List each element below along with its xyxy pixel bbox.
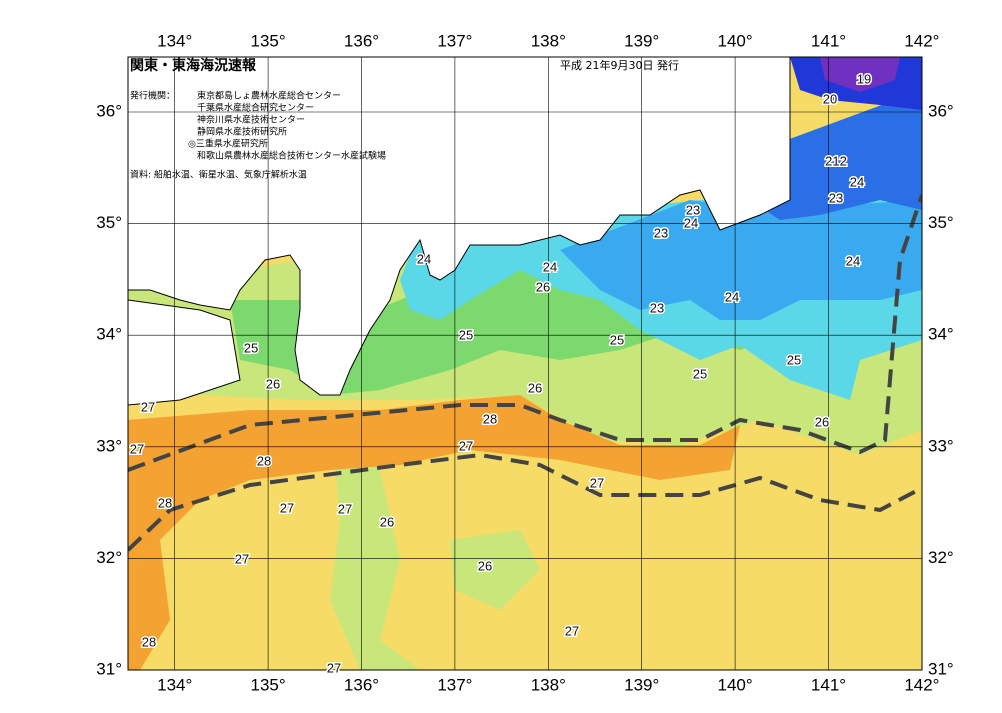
contour-label: 27 xyxy=(235,551,249,566)
lon-label-top: 137° xyxy=(437,31,472,50)
lat-label-left: 32° xyxy=(96,548,122,567)
contour-label: 27 xyxy=(141,399,155,414)
lon-label-top: 136° xyxy=(344,31,379,50)
contour-label: 27 xyxy=(459,438,473,453)
issuer-name: 神奈川県水産技術センター xyxy=(197,114,305,126)
contour-label: 27 xyxy=(338,501,352,516)
lat-label-right: 31° xyxy=(928,659,954,678)
issuers-label: 発行機関： xyxy=(130,90,175,102)
contour-label: 28 xyxy=(158,495,172,510)
contour-label: 19 xyxy=(857,71,871,86)
contour-label: 25 xyxy=(693,366,707,381)
contour-label: 27 xyxy=(280,500,294,515)
lat-label-right: 36° xyxy=(928,101,954,120)
lon-label-top: 140° xyxy=(718,31,753,50)
contour-label: 26 xyxy=(528,380,542,395)
lat-label-left: 31° xyxy=(96,659,122,678)
contour-label: 24 xyxy=(684,215,698,230)
contour-label: 24 xyxy=(850,174,864,189)
contour-label: 28 xyxy=(483,411,497,426)
contour-label: 26 xyxy=(380,514,394,529)
lon-label-top: 141° xyxy=(811,31,846,50)
lon-label-bottom: 138° xyxy=(531,675,566,694)
issuer-name: 東京都島しょ農林水産総合センター xyxy=(197,90,341,102)
lon-label-top: 134° xyxy=(157,31,192,50)
lon-label-top: 142° xyxy=(904,31,939,50)
map-frame xyxy=(127,56,923,671)
lon-label-top: 135° xyxy=(251,31,286,50)
lat-label-right: 35° xyxy=(928,213,954,232)
issuer-name: 和歌山県農林水産総合技術センター水産試験場 xyxy=(197,150,386,162)
contour-label: 25 xyxy=(459,327,473,342)
contour-label: 25 xyxy=(244,340,258,355)
contour-label: 23 xyxy=(686,202,700,217)
lon-label-top: 139° xyxy=(624,31,659,50)
lat-label-left: 36° xyxy=(96,101,122,120)
title: 関東・東海海況速報 xyxy=(130,57,257,74)
contour-label: 26 xyxy=(536,279,550,294)
lat-label-right: 33° xyxy=(928,436,954,455)
lon-label-bottom: 141° xyxy=(811,675,846,694)
contour-label: 25 xyxy=(610,332,624,347)
contour-label: 27 xyxy=(590,475,604,490)
contour-label: 212 xyxy=(825,153,847,168)
lat-label-right: 32° xyxy=(928,548,954,567)
contour-label: 23 xyxy=(654,225,668,240)
contour-label: 25 xyxy=(787,352,801,367)
issuer-list: 東京都島しょ農林水産総合センター千葉県水産総合研究センター神奈川県水産技術センタ… xyxy=(188,90,386,162)
issuer-name: ◎三重県水産研究所 xyxy=(188,138,268,150)
contour-label: 24 xyxy=(725,289,739,304)
contour-label: 27 xyxy=(130,441,144,456)
contour-label: 27 xyxy=(565,623,579,638)
contour-label: 28 xyxy=(142,634,156,649)
lon-label-bottom: 137° xyxy=(437,675,472,694)
contour-labels: 19 20 212 24 23 23 24 23 24 24 26 24 24 … xyxy=(128,70,872,677)
lon-label-bottom: 142° xyxy=(904,675,939,694)
lon-label-bottom: 139° xyxy=(624,675,659,694)
lon-label-bottom: 135° xyxy=(251,675,286,694)
contour-label: 27 xyxy=(327,660,341,675)
contour-label: 24 xyxy=(417,251,431,266)
contour-label: 26 xyxy=(266,376,280,391)
lon-label-top: 138° xyxy=(531,31,566,50)
lon-label-bottom: 140° xyxy=(718,675,753,694)
sea-temperature-field xyxy=(128,57,922,670)
source: 資料: 船舶水温、衛星水温、気象庁解析水温 xyxy=(130,169,307,181)
lat-label-right: 34° xyxy=(928,325,954,344)
contour-label: 26 xyxy=(478,558,492,573)
contour-label: 24 xyxy=(543,259,557,274)
lat-label-left: 35° xyxy=(96,213,122,232)
contour-label: 26 xyxy=(815,414,829,429)
contour-label: 23 xyxy=(829,190,843,205)
lat-label-left: 33° xyxy=(96,436,122,455)
contour-label: 23 xyxy=(650,300,664,315)
lon-label-bottom: 136° xyxy=(344,675,379,694)
lon-label-bottom: 134° xyxy=(157,675,192,694)
issue-date: 平成 21年9月30日 発行 xyxy=(560,58,679,72)
contour-label: 20 xyxy=(823,91,837,106)
issuer-name: 静岡県水産技術研究所 xyxy=(197,126,287,138)
issuer-name: 千葉県水産総合研究センター xyxy=(197,102,314,114)
lat-label-left: 34° xyxy=(96,325,122,344)
contour-label: 24 xyxy=(846,253,860,268)
contour-label: 28 xyxy=(257,453,271,468)
